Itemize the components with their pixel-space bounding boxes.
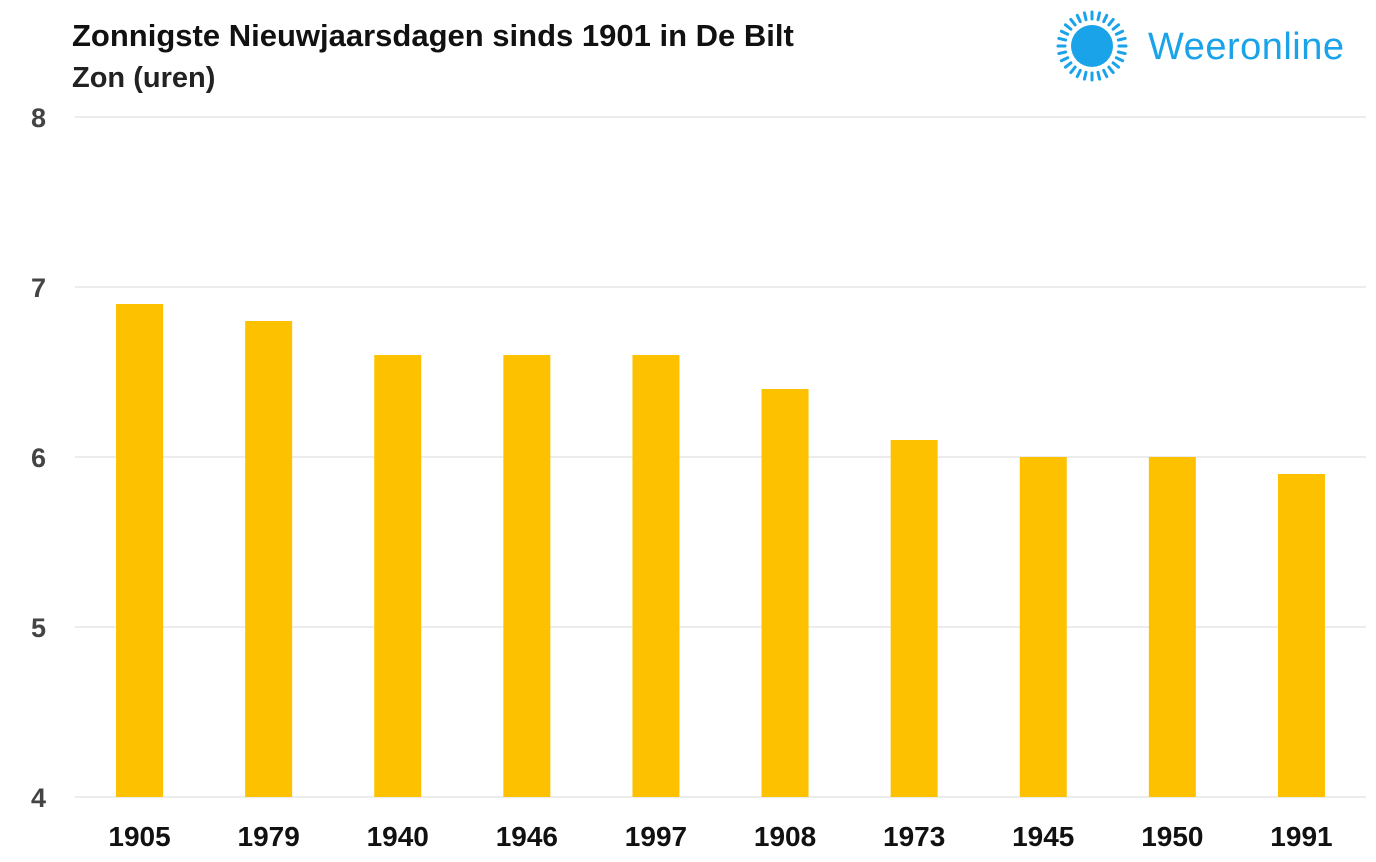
sun-ray [1102, 13, 1109, 24]
sun-ray [1057, 50, 1068, 56]
bar-1979 [245, 321, 293, 797]
sun-ray [1096, 11, 1102, 22]
y-tick-label: 8 [31, 103, 46, 133]
sun-ray [1063, 23, 1073, 31]
bar-1950 [1148, 457, 1196, 797]
x-tick-label: 1945 [1012, 821, 1074, 852]
bar-1940 [374, 355, 422, 797]
bar-1908 [761, 389, 809, 797]
chart-subtitle: Zon (uren) [72, 62, 216, 94]
sun-ray [1075, 13, 1082, 24]
sun-ray [1063, 61, 1073, 69]
weeronline-logo[interactable]: Weeronline [1052, 8, 1368, 84]
sun-ray [1075, 68, 1082, 79]
bar-1905 [116, 304, 164, 797]
sun-ray [1102, 68, 1109, 79]
x-tick-label: 1908 [754, 821, 816, 852]
bars [116, 304, 1325, 797]
bar-1973 [890, 440, 938, 797]
sun-ray [1069, 65, 1077, 75]
sun-ray [1059, 56, 1070, 63]
x-tick-label: 1979 [238, 821, 300, 852]
x-tick-label: 1940 [367, 821, 429, 852]
x-tick-label: 1973 [883, 821, 945, 852]
sun-ray [1059, 29, 1070, 36]
sun-ray [1114, 29, 1125, 36]
x-tick-label: 1950 [1141, 821, 1203, 852]
x-axis-ticks: 1905 1979 1940 1946 1997 1908 1973 1945 1950 1991 [108, 821, 1332, 852]
y-tick-label: 6 [31, 443, 46, 473]
x-tick-label: 1997 [625, 821, 687, 852]
x-tick-label: 1905 [108, 821, 170, 852]
sun-ray [1116, 36, 1127, 42]
x-tick-label: 1946 [496, 821, 558, 852]
sun-ray [1107, 17, 1115, 27]
sun-ray [1107, 65, 1115, 75]
sun-ray [1116, 50, 1127, 56]
y-tick-label: 5 [31, 613, 46, 643]
bar-1997 [632, 355, 680, 797]
y-tick-label: 7 [31, 273, 46, 303]
sun-ray [1069, 17, 1077, 27]
sun-ray [1057, 36, 1068, 42]
sun-icon [1056, 10, 1128, 82]
bar-1945 [1019, 457, 1067, 797]
sun-ray [1082, 11, 1088, 22]
bar-1991 [1277, 474, 1325, 797]
chart-title: Zonnigste Nieuwjaarsdagen sinds 1901 in … [72, 18, 794, 53]
logo-text: Weeronline [1148, 26, 1345, 68]
sun-ray [1114, 56, 1125, 63]
sun-ray [1096, 70, 1102, 81]
x-tick-label: 1991 [1270, 821, 1332, 852]
sun-ray [1111, 61, 1121, 69]
y-tick-label: 4 [31, 783, 46, 813]
bar-1946 [503, 355, 551, 797]
sun-ray [1111, 23, 1121, 31]
sun-ray [1082, 70, 1088, 81]
y-axis-ticks: 4 5 6 7 8 [31, 103, 46, 813]
